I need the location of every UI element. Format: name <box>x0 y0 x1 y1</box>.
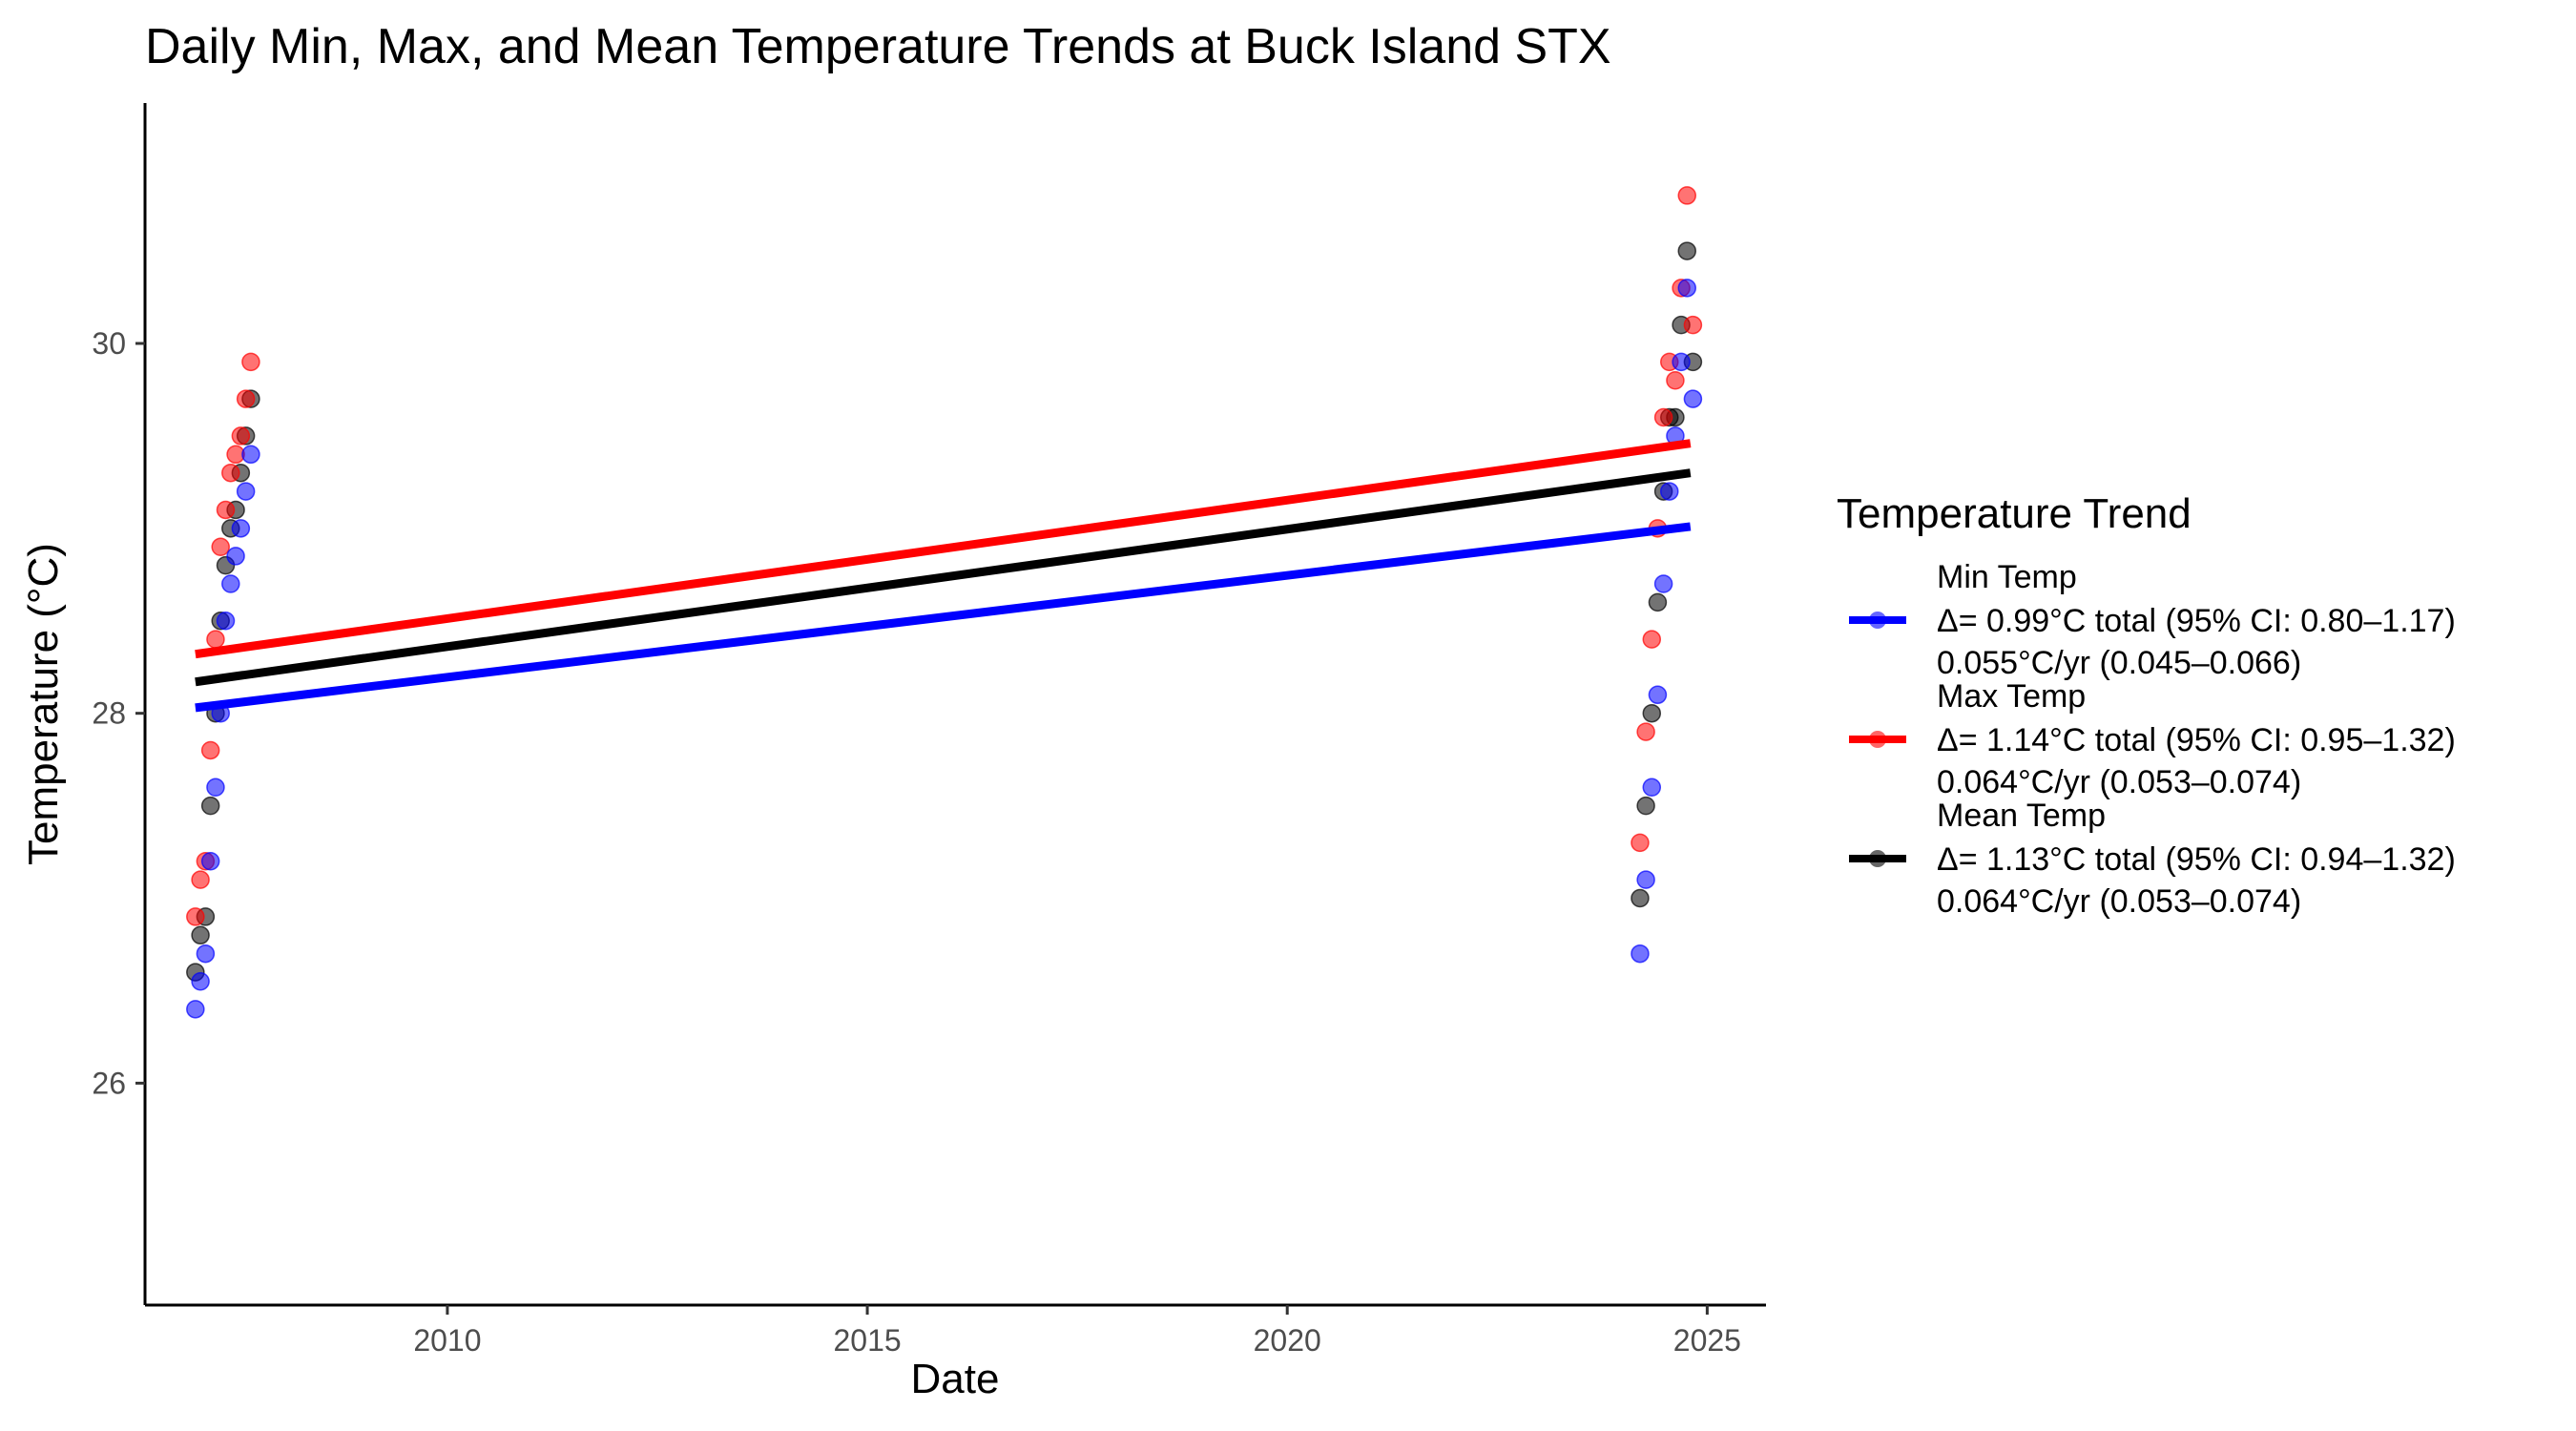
legend-series-label: Min Temp <box>1937 559 2077 595</box>
axes <box>143 103 1766 1307</box>
y-tick-label: 26 <box>92 1066 126 1100</box>
data-point <box>1631 944 1650 964</box>
data-point <box>1666 371 1685 390</box>
data-point <box>1636 870 1655 889</box>
data-point <box>196 944 216 964</box>
legend-entry: Min Temp Δ= 0.99°C total (95% CI: 0.80–1.… <box>1849 559 2456 681</box>
data-point <box>200 852 220 871</box>
legend-key-point <box>1869 731 1886 748</box>
x-tick-label: 2010 <box>413 1323 481 1358</box>
data-point <box>206 778 225 797</box>
trend-lines <box>195 439 1692 713</box>
legend-entry: Mean Temp Δ= 1.13°C total (95% CI: 0.94–1… <box>1849 798 2456 920</box>
data-point <box>1648 592 1668 612</box>
data-point <box>1672 352 1691 372</box>
data-point <box>200 740 220 760</box>
data-points <box>186 186 1703 1019</box>
data-point <box>1648 685 1668 705</box>
data-point <box>1642 778 1662 797</box>
x-axis-title: Date <box>911 1356 1000 1402</box>
data-point <box>221 463 240 483</box>
legend-key-point <box>1869 850 1886 867</box>
data-point <box>1677 279 1697 298</box>
series-points-0 <box>186 279 1703 1019</box>
data-point <box>206 630 225 649</box>
x-tick-label: 2020 <box>1254 1323 1321 1358</box>
data-point <box>216 612 236 631</box>
data-point <box>191 870 210 889</box>
data-point <box>1683 315 1703 335</box>
data-point <box>1642 703 1662 723</box>
legend-rate: 0.064°C/yr (0.053–0.074) <box>1937 764 2301 800</box>
data-point <box>236 389 256 408</box>
trend-line-0 <box>195 522 1692 713</box>
data-point <box>241 445 260 465</box>
data-point <box>186 1000 205 1019</box>
legend-title: Temperature Trend <box>1837 490 2192 537</box>
data-point <box>236 482 256 501</box>
data-point <box>221 574 240 593</box>
data-point <box>231 519 251 538</box>
data-point <box>1642 630 1662 649</box>
y-tick-label: 28 <box>92 696 126 731</box>
data-point <box>1653 407 1673 427</box>
legend-rate: 0.064°C/yr (0.053–0.074) <box>1937 883 2301 920</box>
legend-total-change: Δ= 1.14°C total (95% CI: 0.95–1.32) <box>1937 722 2456 758</box>
data-point <box>191 925 210 945</box>
data-point <box>226 547 245 566</box>
x-axis-ticks: 2010 2015 2020 2025 <box>413 1305 1741 1358</box>
plot-area <box>186 186 1703 1019</box>
trend-line-1 <box>195 439 1692 659</box>
data-point <box>186 907 205 926</box>
chart-title: Daily Min, Max, and Mean Temperature Tre… <box>145 19 1611 74</box>
legend-total-change: Δ= 1.13°C total (95% CI: 0.94–1.32) <box>1937 841 2456 878</box>
data-point <box>1631 888 1650 908</box>
trend-line-2 <box>195 468 1692 687</box>
data-point <box>241 352 260 372</box>
data-point <box>1683 389 1703 408</box>
legend-series-label: Mean Temp <box>1937 798 2106 834</box>
data-point <box>216 500 236 520</box>
series-points-2 <box>186 241 1703 982</box>
legend-entry: Max Temp Δ= 1.14°C total (95% CI: 0.95–1.… <box>1849 678 2456 800</box>
series-points-1 <box>186 186 1703 926</box>
legend-series-label: Max Temp <box>1937 678 2086 715</box>
legend-total-change: Δ= 0.99°C total (95% CI: 0.80–1.17) <box>1937 603 2456 639</box>
data-point <box>200 796 220 816</box>
y-axis-title: Temperature (°C) <box>20 543 67 865</box>
y-axis-ticks: 26 28 30 <box>92 326 145 1100</box>
data-point <box>1653 574 1673 593</box>
data-point <box>231 426 251 446</box>
data-point <box>1636 722 1655 741</box>
data-point <box>1660 482 1679 501</box>
legend-rate: 0.055°C/yr (0.045–0.066) <box>1937 645 2301 681</box>
x-tick-label: 2015 <box>833 1323 901 1358</box>
legend: Temperature Trend Min Temp Δ= 0.99°C tota… <box>1837 490 2456 920</box>
x-tick-label: 2025 <box>1673 1323 1741 1358</box>
data-point <box>1677 186 1697 205</box>
data-point <box>1677 241 1697 260</box>
data-point <box>191 972 210 991</box>
y-tick-label: 30 <box>92 326 126 361</box>
legend-entries: Min Temp Δ= 0.99°C total (95% CI: 0.80–1.… <box>1849 559 2456 920</box>
legend-key-point <box>1869 612 1886 629</box>
data-point <box>1631 833 1650 853</box>
data-point <box>211 537 230 556</box>
data-point <box>1636 796 1655 816</box>
